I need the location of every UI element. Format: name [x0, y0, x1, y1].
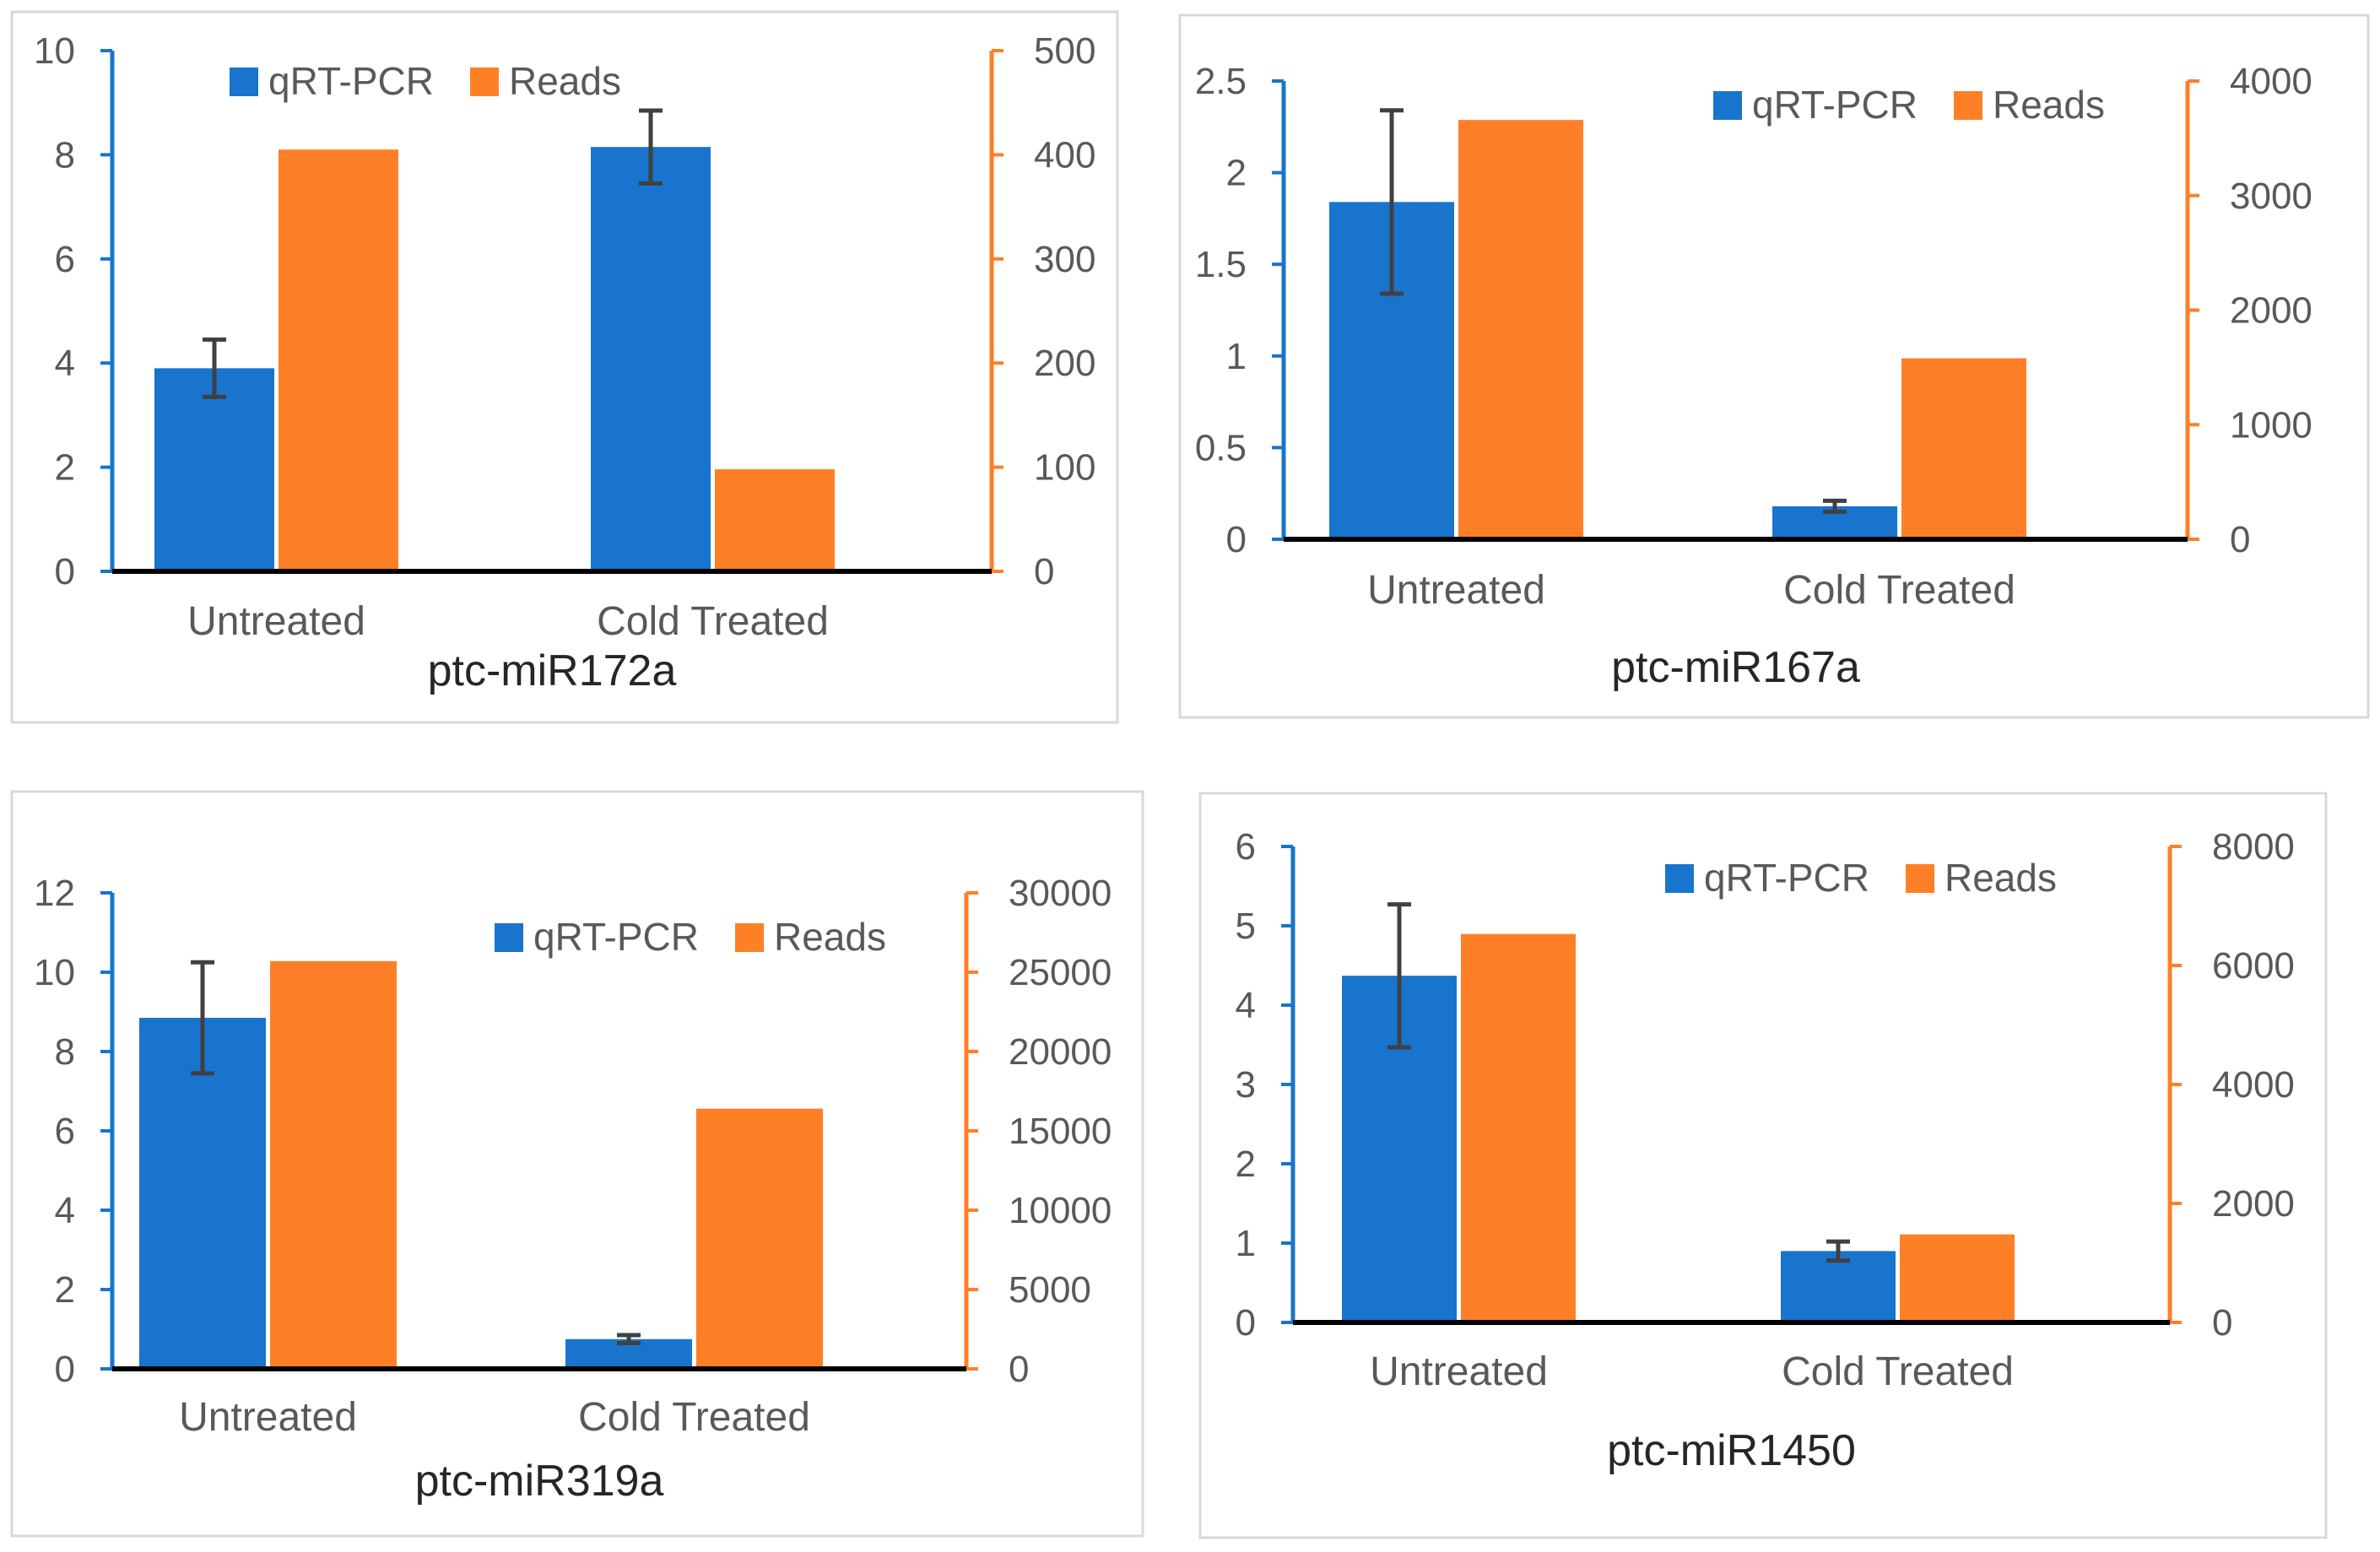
bar-reads [1901, 358, 2026, 539]
category-label: Untreated [187, 599, 365, 644]
chart-panel: 0 2 4 6 8 10 12 0 5000 10000 15000 20000 25000 30000 U… [10, 790, 1144, 1538]
bar-qrt-pcr [1781, 1251, 1896, 1322]
left-axis-tick-label: 0 [1236, 1302, 1256, 1344]
right-axis-tick-label: 500 [1034, 30, 1095, 72]
right-axis-tick-label: 400 [1034, 134, 1095, 176]
legend-label-reads: Reads [1945, 856, 2057, 900]
right-axis-tick-label: 4000 [2212, 1064, 2295, 1106]
right-axis-tick-label: 0 [2230, 519, 2250, 560]
left-axis-tick-label: 4 [55, 1190, 75, 1231]
legend-swatch-reads [1906, 864, 1934, 893]
bar-reads [696, 1108, 823, 1369]
legend-swatch-qrt-pcr [1713, 91, 1742, 120]
panel-border [1178, 14, 2370, 719]
right-axis-tick-label: 8000 [2212, 826, 2295, 868]
right-axis-tick-label: 1000 [2230, 404, 2312, 446]
chart-title: ptc-miR172a [428, 646, 677, 695]
legend-swatch-qrt-pcr [1665, 864, 1694, 893]
left-axis-tick-label: 10 [34, 30, 75, 72]
right-axis-tick-label: 200 [1034, 343, 1095, 384]
legend-swatch-qrt-pcr [495, 923, 523, 952]
legend-label-qrt-pcr: qRT-PCR [533, 915, 699, 959]
legend-label-reads: Reads [509, 59, 621, 103]
bar-reads [715, 469, 835, 571]
legend-label-qrt-pcr: qRT-PCR [1704, 856, 1869, 900]
panel-border [10, 10, 1119, 724]
right-axis-tick-label: 6000 [2212, 945, 2295, 987]
left-axis-tick-label: 2 [1226, 153, 1247, 194]
right-axis-tick-label: 25000 [1009, 952, 1112, 993]
right-axis-tick-label: 0 [2212, 1302, 2232, 1344]
legend-swatch-reads [735, 923, 764, 952]
left-axis-tick-label: 3 [1236, 1064, 1256, 1106]
category-label: Untreated [179, 1395, 357, 1440]
left-axis-tick-label: 6 [55, 239, 75, 280]
panel-border [10, 790, 1144, 1538]
right-axis-tick-label: 20000 [1009, 1031, 1112, 1073]
legend-swatch-reads [1954, 91, 1982, 120]
right-axis-tick-label: 2000 [2212, 1183, 2295, 1225]
right-axis-tick-label: 5000 [1009, 1269, 1091, 1311]
category-label: Cold Treated [1782, 1349, 2014, 1394]
left-axis-tick-label: 4 [1236, 985, 1256, 1026]
left-axis-tick-label: 0 [55, 1349, 75, 1390]
left-axis-tick-label: 0 [1226, 519, 1247, 560]
chart-title: ptc-miR1450 [1607, 1426, 1856, 1475]
category-label: Cold Treated [597, 599, 829, 644]
left-axis-tick-label: 2 [1236, 1144, 1256, 1185]
legend-label-qrt-pcr: qRT-PCR [268, 59, 434, 103]
bar-reads [270, 960, 397, 1369]
right-axis-tick-label: 2000 [2230, 290, 2312, 332]
right-axis-tick-label: 3000 [2230, 176, 2312, 217]
right-axis-tick-label: 0 [1009, 1349, 1029, 1390]
right-axis-tick-label: 0 [1034, 551, 1054, 592]
bar-qrt-pcr [139, 1018, 266, 1369]
right-axis-tick-label: 300 [1034, 239, 1095, 280]
category-label: Untreated [1370, 1349, 1548, 1394]
category-label: Cold Treated [578, 1395, 810, 1440]
right-axis-tick-label: 4000 [2230, 61, 2312, 102]
left-axis-tick-label: 8 [55, 134, 75, 176]
category-label: Untreated [1367, 568, 1545, 613]
left-axis-tick-label: 1 [1236, 1223, 1256, 1264]
left-axis-tick-label: 2 [55, 1269, 75, 1311]
legend-swatch-reads [470, 68, 499, 96]
legend-label-reads: Reads [774, 915, 886, 959]
left-axis-tick-label: 1.5 [1195, 244, 1247, 285]
left-axis-tick-label: 6 [55, 1111, 75, 1152]
left-axis-tick-label: 4 [55, 343, 75, 384]
bar-reads [1461, 933, 1576, 1322]
bar-qrt-pcr [154, 368, 274, 571]
left-axis-tick-label: 2.5 [1195, 61, 1247, 102]
left-axis-tick-label: 2 [55, 447, 75, 489]
legend-label-qrt-pcr: qRT-PCR [1752, 83, 1918, 127]
right-axis-tick-label: 30000 [1009, 873, 1112, 914]
right-axis-tick-label: 15000 [1009, 1111, 1112, 1152]
left-axis-tick-label: 8 [55, 1031, 75, 1073]
left-axis-tick-label: 10 [34, 952, 75, 993]
right-axis-tick-label: 10000 [1009, 1190, 1112, 1231]
bar-reads [1900, 1234, 2015, 1322]
left-axis-tick-label: 0 [55, 551, 75, 592]
bar-qrt-pcr [591, 147, 711, 571]
category-label: Cold Treated [1783, 568, 2015, 613]
chart-title: ptc-miR319a [415, 1457, 664, 1506]
panel-border [1198, 792, 2328, 1539]
left-axis-tick-label: 5 [1236, 906, 1256, 947]
left-axis-tick-label: 0.5 [1195, 427, 1247, 468]
right-axis-tick-label: 100 [1034, 447, 1095, 489]
chart-title: ptc-miR167a [1611, 643, 1860, 692]
legend-label-reads: Reads [1993, 83, 2105, 127]
chart-panel: 0 0.5 1 1.5 2 2.5 0 1000 2000 3000 4000 Untreated Co… [1178, 14, 2370, 719]
left-axis-tick-label: 6 [1236, 826, 1256, 868]
bar-reads [1458, 120, 1583, 539]
left-axis-tick-label: 12 [34, 873, 75, 914]
chart-panel: 0 1 2 3 4 5 6 0 2000 4000 6000 8000 Untreated Cold Tr… [1198, 792, 2328, 1539]
left-axis-tick-label: 1 [1226, 336, 1247, 377]
bar-reads [279, 149, 398, 572]
legend-swatch-qrt-pcr [230, 68, 258, 96]
